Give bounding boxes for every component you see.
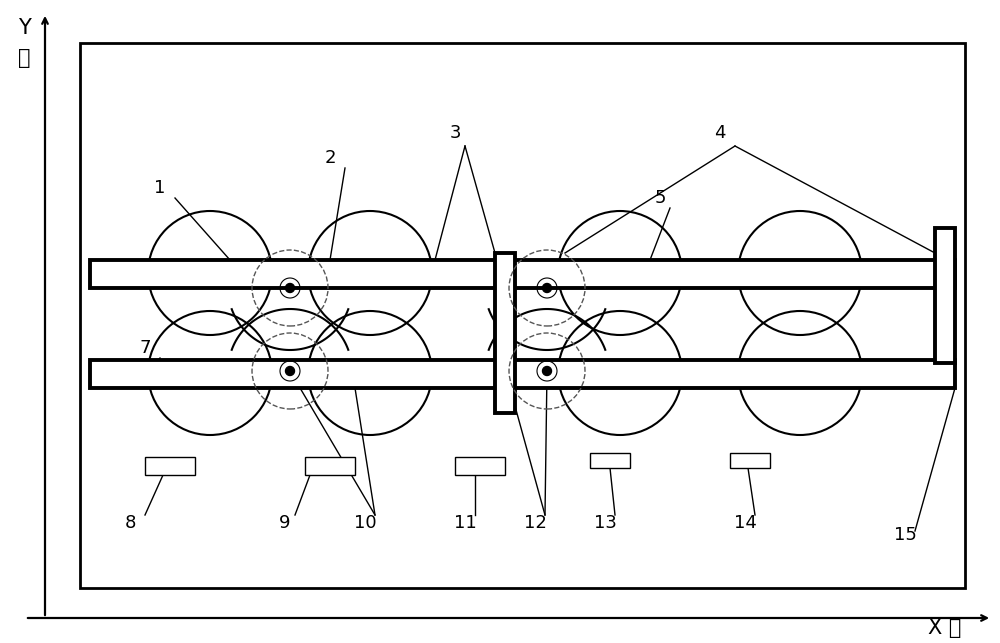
Text: 15: 15 <box>894 526 916 544</box>
Text: 2: 2 <box>324 149 336 167</box>
Text: 14: 14 <box>734 514 756 532</box>
Text: 10: 10 <box>354 514 376 532</box>
Text: 13: 13 <box>594 514 616 532</box>
Text: Y: Y <box>18 18 31 38</box>
Circle shape <box>286 284 294 293</box>
Bar <box>935 228 955 363</box>
Text: 7: 7 <box>139 339 151 357</box>
Circle shape <box>542 284 552 293</box>
Text: 3: 3 <box>449 124 461 142</box>
Bar <box>730 453 770 468</box>
Text: 4: 4 <box>714 124 726 142</box>
Text: 5: 5 <box>654 189 666 207</box>
Bar <box>90 260 955 288</box>
Text: 1: 1 <box>154 179 166 197</box>
Bar <box>90 360 955 388</box>
Bar <box>145 457 195 475</box>
Bar <box>590 453 630 468</box>
Bar <box>80 43 965 588</box>
Bar <box>455 457 505 475</box>
Bar <box>305 457 355 475</box>
Text: 8: 8 <box>124 514 136 532</box>
Text: 12: 12 <box>524 514 546 532</box>
Text: 轴: 轴 <box>18 48 30 68</box>
Bar <box>495 253 515 413</box>
Circle shape <box>286 367 294 376</box>
Circle shape <box>542 367 552 376</box>
Text: X 轴: X 轴 <box>928 618 962 638</box>
Text: 9: 9 <box>279 514 291 532</box>
Text: 11: 11 <box>454 514 476 532</box>
